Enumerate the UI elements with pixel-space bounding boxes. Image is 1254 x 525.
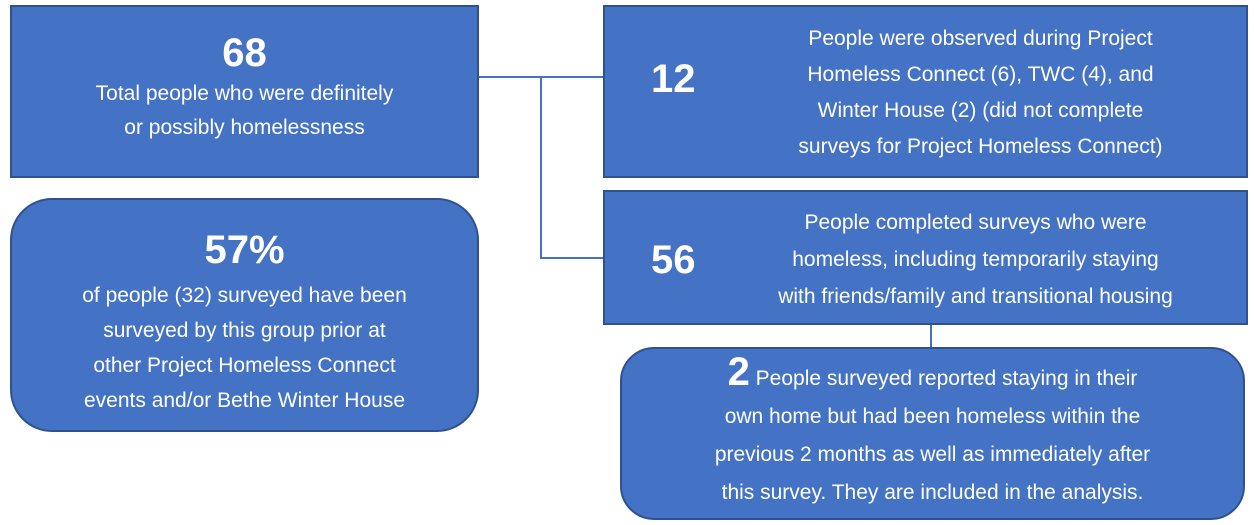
connector bbox=[540, 257, 603, 259]
node-text: previous 2 months as well as immediately… bbox=[714, 443, 1151, 466]
node-text: Winter House (2) (did not complete bbox=[817, 99, 1144, 122]
node-text: Homeless Connect (6), TWC (4), and bbox=[807, 63, 1154, 86]
node: 2 People surveyed reported staying in th… bbox=[620, 347, 1245, 520]
connector bbox=[540, 76, 542, 259]
node: 68 Total people who were definitely or po… bbox=[10, 5, 479, 178]
node-text: with friends/family and transitional hou… bbox=[778, 285, 1173, 308]
node-number: 68 bbox=[222, 31, 267, 75]
node-text: homeless, including temporarily staying bbox=[792, 248, 1159, 271]
node-text: events and/or Bethe Winter House bbox=[83, 389, 405, 412]
node-text: People were observed during Project bbox=[808, 27, 1153, 50]
node-text: own home but had been homeless within th… bbox=[724, 405, 1141, 428]
node-text: of people (32) surveyed have been bbox=[82, 284, 407, 307]
node-text: this survey. They are included in the an… bbox=[721, 481, 1144, 504]
node-number: 56 bbox=[651, 238, 696, 282]
node-text: surveys for Project Homeless Connect) bbox=[798, 135, 1163, 158]
node: 12 People were observed during Project Ho… bbox=[603, 5, 1248, 178]
node-text: People completed surveys who were bbox=[804, 211, 1147, 234]
connector bbox=[930, 325, 932, 347]
node: 57% of people (32) surveyed have been sur… bbox=[10, 198, 479, 432]
node-number: 12 bbox=[651, 57, 696, 101]
node-text: Total people who were definitely bbox=[95, 82, 394, 105]
node-number: 57% bbox=[204, 228, 285, 272]
node-text: surveyed by this group prior at bbox=[103, 319, 386, 342]
node-text: People surveyed reported staying in thei… bbox=[755, 367, 1138, 390]
node-text: or possibly homelessness bbox=[124, 116, 365, 139]
node-text: 2 People surveyed reported staying in th… bbox=[622, 350, 1243, 398]
node-text: other Project Homeless Connect bbox=[93, 354, 396, 377]
node-number: 2 bbox=[727, 350, 750, 394]
node: 56 People completed surveys who were home… bbox=[603, 190, 1248, 325]
